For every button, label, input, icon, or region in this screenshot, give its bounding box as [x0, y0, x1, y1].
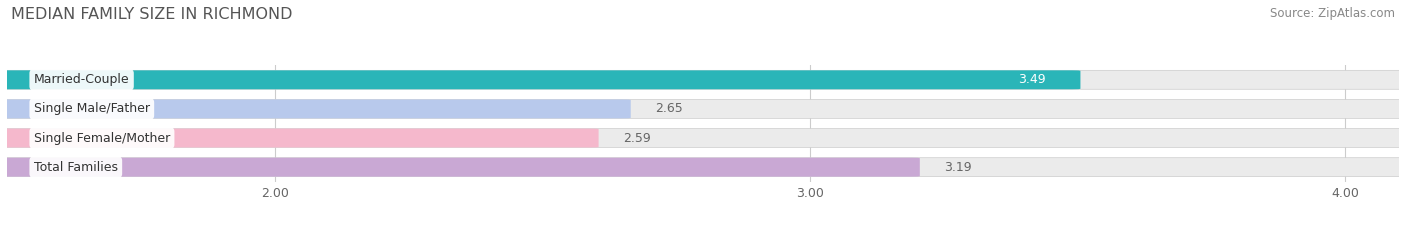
Text: Source: ZipAtlas.com: Source: ZipAtlas.com: [1270, 7, 1395, 20]
Text: Single Female/Mother: Single Female/Mother: [34, 132, 170, 144]
FancyBboxPatch shape: [0, 129, 1406, 147]
Text: 2.65: 2.65: [655, 103, 682, 115]
Text: Total Families: Total Families: [34, 161, 118, 174]
FancyBboxPatch shape: [0, 70, 1406, 89]
FancyBboxPatch shape: [0, 70, 1080, 89]
Text: 2.59: 2.59: [623, 132, 651, 144]
FancyBboxPatch shape: [0, 158, 1406, 177]
FancyBboxPatch shape: [0, 99, 1406, 118]
Text: 3.19: 3.19: [943, 161, 972, 174]
Text: 3.49: 3.49: [1018, 73, 1046, 86]
Text: MEDIAN FAMILY SIZE IN RICHMOND: MEDIAN FAMILY SIZE IN RICHMOND: [11, 7, 292, 22]
Text: Married-Couple: Married-Couple: [34, 73, 129, 86]
FancyBboxPatch shape: [0, 99, 631, 118]
Text: Single Male/Father: Single Male/Father: [34, 103, 150, 115]
FancyBboxPatch shape: [0, 129, 599, 147]
FancyBboxPatch shape: [0, 158, 920, 177]
